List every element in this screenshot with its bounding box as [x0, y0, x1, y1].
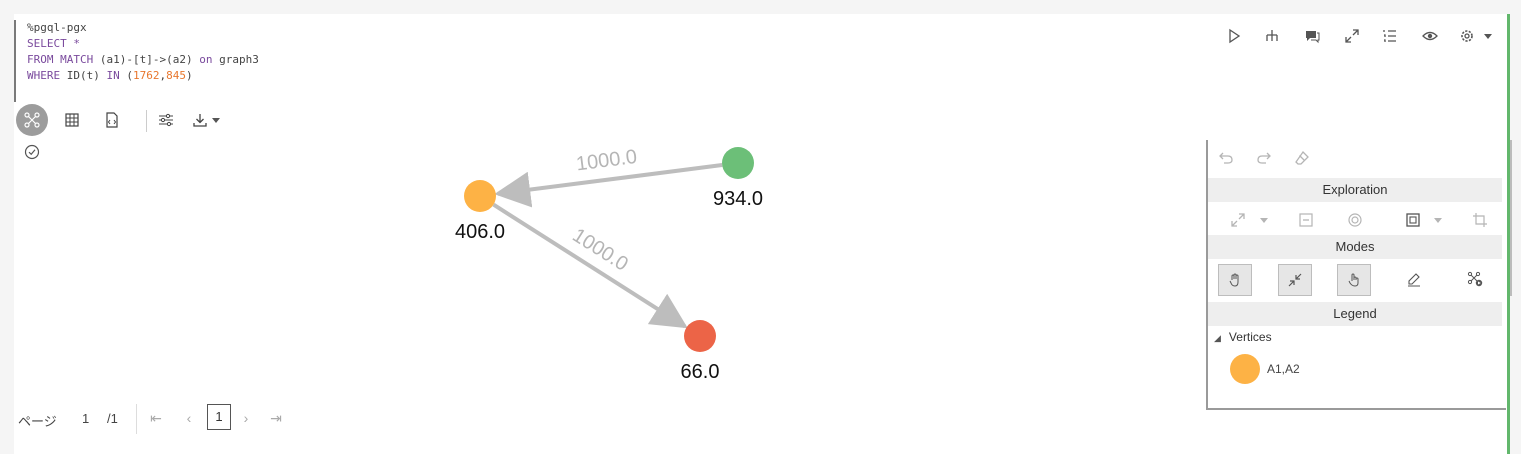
- edge-label: 1000.0: [575, 146, 638, 176]
- legend-color-swatch: [1230, 354, 1260, 384]
- vertices-group[interactable]: ◢ Vertices: [1214, 330, 1272, 344]
- cell-toolbar: [1222, 24, 1502, 48]
- view-toolbar: [16, 104, 256, 138]
- code-line-3: FROM MATCH (a1)-[t]->(a2) on graph3: [27, 53, 259, 66]
- vertex-label: 66.0: [681, 361, 720, 383]
- last-page-icon[interactable]: ⇥: [270, 410, 282, 426]
- graph-vertex[interactable]: [684, 320, 716, 352]
- graph-play-icon: [1467, 271, 1483, 287]
- graph-vertex[interactable]: [464, 180, 496, 212]
- download-button[interactable]: [184, 104, 216, 136]
- dropdown-arrow-icon[interactable]: [1252, 208, 1276, 232]
- download-dropdown[interactable]: [206, 104, 226, 136]
- code-editor[interactable]: %pgql-pgx SELECT * FROM MATCH (a1)-[t]->…: [14, 20, 1217, 102]
- edit-icon: [1408, 273, 1420, 287]
- dropdown-arrow-icon: [212, 118, 220, 123]
- prev-page-icon[interactable]: ‹: [186, 410, 192, 426]
- hierarchy-icon[interactable]: [1260, 24, 1284, 48]
- cell-status-accent: [1507, 14, 1510, 454]
- shrink-icon: [1288, 273, 1302, 287]
- total-pages: /1: [107, 411, 118, 426]
- toolbar-divider: [146, 110, 147, 132]
- graph-view-button[interactable]: [16, 104, 48, 136]
- dropdown-arrow-icon[interactable]: [1426, 208, 1450, 232]
- play-icon[interactable]: [1222, 24, 1246, 48]
- code-line-2: SELECT *: [27, 37, 80, 50]
- next-page-icon[interactable]: ›: [243, 410, 249, 426]
- gear-icon[interactable]: [1455, 24, 1479, 48]
- vertices-label: Vertices: [1228, 330, 1272, 344]
- collapse-box-icon[interactable]: [1294, 208, 1318, 232]
- crop-icon[interactable]: [1468, 208, 1492, 232]
- group-frame-icon[interactable]: [1401, 208, 1425, 232]
- exploration-header: Exploration: [1208, 178, 1502, 202]
- pan-mode-button[interactable]: [1218, 264, 1252, 296]
- code-line-4: WHERE ID(t) IN (1762,845): [27, 69, 193, 82]
- hand-icon: [1229, 273, 1239, 287]
- code-line-1: %pgql-pgx: [27, 21, 87, 34]
- panel-scrollbar[interactable]: [1508, 140, 1512, 296]
- table-view-button[interactable]: [56, 104, 88, 136]
- check-circle-icon[interactable]: [24, 144, 40, 160]
- graph-control-panel: Exploration Modes: [1206, 140, 1512, 410]
- current-page: 1: [82, 411, 90, 426]
- pager-divider: [136, 404, 137, 434]
- edit-mode-button[interactable]: [1398, 264, 1430, 294]
- list-icon[interactable]: [1378, 24, 1402, 48]
- comment-icon[interactable]: [1300, 24, 1324, 48]
- expand-nodes-icon[interactable]: [1226, 208, 1250, 232]
- script-icon: [106, 112, 118, 128]
- collapse-triangle-icon[interactable]: ◢: [1214, 333, 1221, 343]
- page-label: ページ: [18, 414, 57, 429]
- dropdown-arrow-icon[interactable]: [1476, 24, 1500, 48]
- legend-item-label: A1,A2: [1267, 362, 1300, 376]
- pagination: ページ 1 /1 ⇤ ‹ 1 › ⇥: [18, 404, 298, 434]
- vertex-label: 934.0: [713, 188, 763, 210]
- script-view-button[interactable]: [96, 104, 128, 136]
- graph-edge[interactable]: [494, 163, 723, 208]
- redo-icon[interactable]: [1252, 146, 1276, 170]
- undo-icon[interactable]: [1214, 146, 1238, 170]
- shrink-mode-button[interactable]: [1278, 264, 1312, 296]
- notebook-cell: %pgql-pgx SELECT * FROM MATCH (a1)-[t]->…: [14, 14, 1512, 454]
- focus-target-icon[interactable]: [1343, 208, 1367, 232]
- eye-icon[interactable]: [1418, 24, 1442, 48]
- expand-icon[interactable]: [1340, 24, 1364, 48]
- graph-view-icon: [24, 112, 40, 128]
- settings-sliders-button[interactable]: [150, 104, 182, 136]
- legend-item[interactable]: A1,A2: [1230, 354, 1300, 384]
- select-mode-button[interactable]: [1337, 264, 1371, 296]
- download-icon: [193, 114, 207, 127]
- graph-edge[interactable]: [492, 202, 688, 329]
- modes-header: Modes: [1208, 235, 1502, 259]
- vertex-label: 406.0: [455, 221, 505, 243]
- pointer-hand-icon: [1348, 273, 1359, 287]
- legend-header: Legend: [1208, 302, 1502, 326]
- history-row: [1208, 146, 1504, 170]
- graph-vertex[interactable]: [722, 147, 754, 179]
- edge-label: 1000.0: [568, 224, 631, 275]
- settings-sliders-icon: [159, 113, 173, 127]
- graph-canvas[interactable]: 1000.0 1000.0 406.0 934.0 66.0: [14, 144, 1204, 404]
- eraser-icon[interactable]: [1290, 146, 1314, 170]
- page-number-box[interactable]: 1: [207, 404, 231, 430]
- first-page-icon[interactable]: ⇤: [150, 410, 162, 426]
- graph-play-mode-button[interactable]: [1459, 264, 1491, 294]
- table-view-icon: [65, 113, 79, 127]
